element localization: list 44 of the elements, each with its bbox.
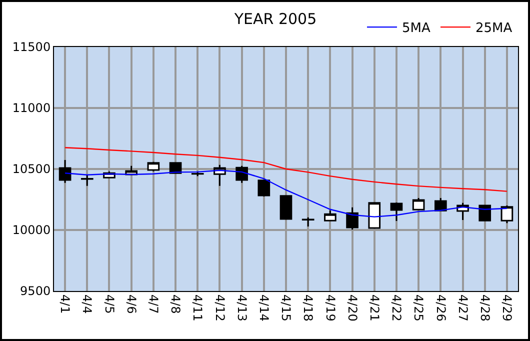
legend-label: 25MA xyxy=(475,21,512,36)
x-tick-label: 4/22 xyxy=(390,294,404,322)
x-tick-label: 4/25 xyxy=(412,294,426,322)
y-tick-label: 11500 xyxy=(12,40,51,54)
x-tick-label: 4/12 xyxy=(212,294,227,322)
y-tick-label: 11000 xyxy=(12,101,51,116)
x-tick-label: 4/26 xyxy=(434,294,448,322)
candlestick xyxy=(258,180,270,198)
candlestick xyxy=(58,159,72,184)
x-tick-label: 4/27 xyxy=(456,294,470,322)
candlestick xyxy=(368,202,381,229)
x-tick-label: 4/7 xyxy=(146,294,161,314)
candlestick xyxy=(346,206,358,230)
candlestick xyxy=(324,210,336,222)
y-tick-label: 10500 xyxy=(12,162,51,176)
x-tick-label: 4/14 xyxy=(257,294,271,322)
x-tick-label: 4/29 xyxy=(500,294,514,322)
chart-title: YEAR 2005 xyxy=(233,10,317,28)
candlestick xyxy=(412,197,425,210)
x-tick-label: 4/13 xyxy=(234,294,249,322)
candlestick xyxy=(280,195,292,220)
x-tick-label: 4/20 xyxy=(345,294,360,322)
line-series xyxy=(64,147,508,192)
y-tick-label: 10000 xyxy=(12,223,51,238)
candlestick xyxy=(434,197,447,212)
x-tick-label: 4/15 xyxy=(279,294,294,322)
y-tick-label: 9500 xyxy=(20,284,51,298)
candlestick xyxy=(500,204,514,224)
x-tick-label: 4/4 xyxy=(80,294,94,314)
candlestick xyxy=(478,204,492,222)
candlestick xyxy=(80,174,94,187)
x-tick-label: 4/5 xyxy=(102,294,116,314)
x-tick-label: 4/19 xyxy=(323,294,338,322)
x-tick-label: 4/21 xyxy=(367,294,382,322)
x-tick-label: 4/6 xyxy=(124,294,138,314)
candlestick xyxy=(147,161,160,172)
x-tick-label: 4/8 xyxy=(168,294,183,314)
x-tick-label: 4/1 xyxy=(58,294,72,314)
x-tick-label: 4/28 xyxy=(478,294,492,322)
x-tick-label: 4/18 xyxy=(301,294,316,322)
legend-label: 5MA xyxy=(402,21,430,36)
line-series xyxy=(64,170,508,218)
candlestick xyxy=(390,202,403,222)
x-tick-label: 4/11 xyxy=(190,294,205,322)
